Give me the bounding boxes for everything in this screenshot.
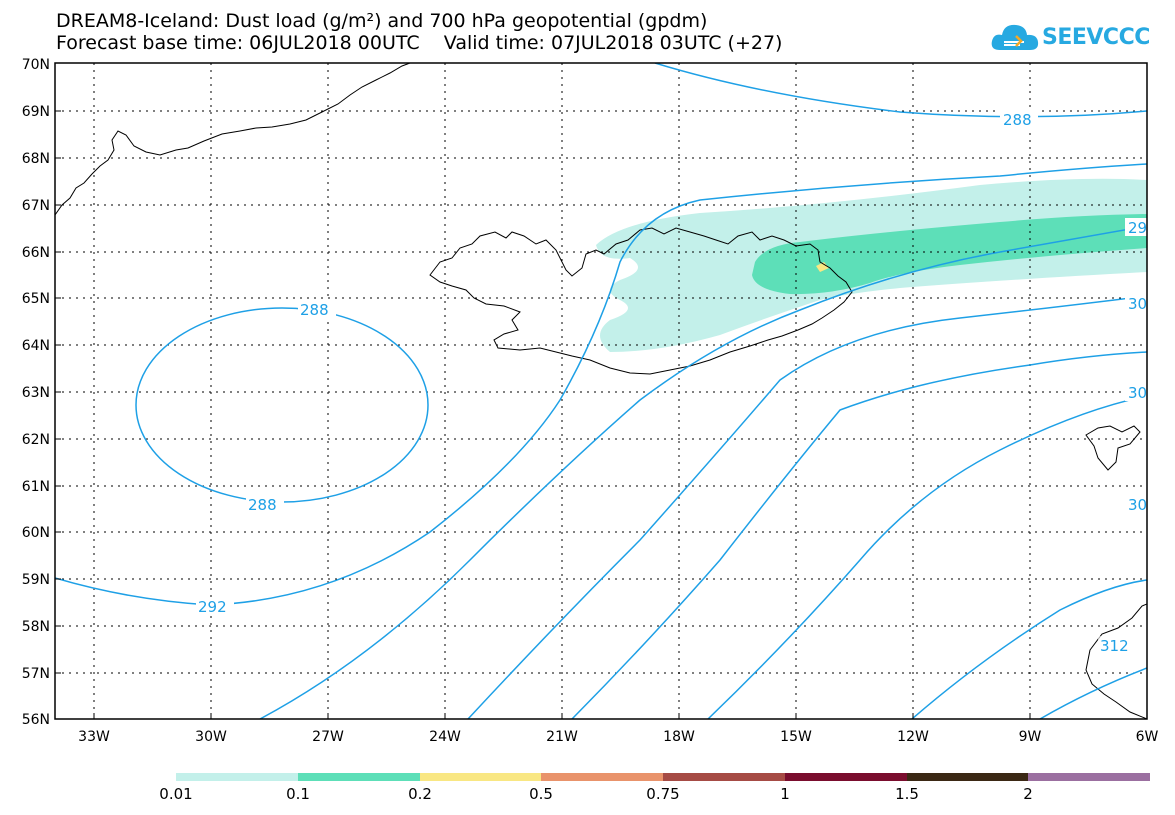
colorbar-label: 0.01 [159, 785, 193, 803]
colorbar-segment [906, 773, 1029, 781]
contour-label: 30 [1128, 295, 1147, 313]
contour-label: 288 [1003, 111, 1032, 129]
contour-304 [571, 351, 1147, 719]
lon-label: 33W [78, 729, 110, 745]
lat-label: 62N [22, 432, 50, 448]
lat-label: 67N [22, 198, 50, 214]
lon-label: 27W [312, 729, 344, 745]
contour-300 [467, 295, 1147, 719]
lat-label: 58N [22, 619, 50, 635]
dust-plume [596, 178, 1147, 352]
map-title: DREAM8-Iceland: Dust load (g/m²) and 700… [56, 10, 708, 32]
dust-area-high [816, 262, 829, 272]
scotland-coast [1085, 603, 1147, 719]
contour-312 [911, 579, 1147, 719]
lat-label: 68N [22, 151, 50, 167]
faroe-shetland-coast [1085, 425, 1141, 471]
contour-label: 29 [1128, 219, 1147, 237]
colorbar-segment [419, 773, 542, 781]
lat-label: 59N [22, 572, 50, 588]
axis-ticks [55, 110, 1031, 719]
map-frame [54, 62, 1148, 720]
lat-label: 64N [22, 338, 50, 354]
contour-label: 288 [248, 496, 277, 514]
colorbar-label: 1 [780, 785, 790, 803]
contour-296 [259, 225, 1147, 719]
lon-label: 30W [195, 729, 227, 745]
colorbar-label: 1.5 [895, 785, 919, 803]
colorbar-label: 2 [1023, 785, 1033, 803]
colorbar-label: 0.75 [646, 785, 680, 803]
lat-label: 69N [22, 104, 50, 120]
contour-316 [1039, 667, 1147, 719]
lon-label: 15W [780, 729, 812, 745]
contour-288-low [135, 307, 429, 503]
lat-label: 65N [22, 291, 50, 307]
greenland-coast [55, 63, 411, 216]
contour-288-north [654, 63, 1147, 118]
colorbar-label: 0.1 [286, 785, 310, 803]
lon-label: 24W [429, 729, 461, 745]
lat-label: 70N [22, 57, 50, 73]
seevccc-logo: SEEVCCC [990, 20, 1150, 60]
lat-label: 66N [22, 245, 50, 261]
gridlines [55, 63, 1147, 719]
dust-colorbar [176, 773, 1150, 781]
contour-label: 312 [1100, 637, 1129, 655]
colorbar-segment [297, 773, 420, 781]
colorbar-segment [663, 773, 785, 781]
lat-label: 63N [22, 385, 50, 401]
latitude-labels: 70N 69N 68N 67N 66N 65N 64N 63N 62N 61N … [22, 57, 50, 728]
colorbar-label: 0.5 [529, 785, 553, 803]
contour-label: 288 [300, 301, 329, 319]
lon-label: 9W [1019, 729, 1042, 745]
colorbar-segment [784, 773, 907, 781]
lon-label: 6W [1136, 729, 1159, 745]
lat-label: 57N [22, 666, 50, 682]
longitude-labels: 33W 30W 27W 24W 21W 18W 15W 12W 9W 6W [78, 729, 1158, 745]
cloud-icon [991, 24, 1039, 50]
contour-label: 30 [1128, 496, 1147, 514]
colorbar-segment [176, 773, 298, 781]
lat-label: 61N [22, 479, 50, 495]
coastlines [55, 63, 1147, 719]
contour-label: 30 [1128, 384, 1147, 402]
forecast-times: Forecast base time: 06JUL2018 00UTC Vali… [56, 32, 783, 54]
contour-label: 292 [198, 598, 227, 616]
lat-label: 60N [22, 525, 50, 541]
geopotential-contours [55, 63, 1147, 719]
contour-308 [707, 395, 1147, 719]
colorbar-label: 0.2 [408, 785, 432, 803]
dust-area-medium [752, 214, 1147, 295]
lon-label: 21W [546, 729, 578, 745]
lon-label: 18W [663, 729, 695, 745]
lat-label: 56N [22, 712, 50, 728]
iceland-coast [429, 227, 853, 375]
logo-text: SEEVCCC [1042, 25, 1150, 50]
colorbar-segment [1028, 773, 1150, 781]
contour-label-group: 288 288 288 292 29 30 30 30 312 [196, 110, 1147, 655]
lon-label: 12W [897, 729, 929, 745]
contour-292 [55, 163, 1147, 606]
colorbar-segment [541, 773, 663, 781]
